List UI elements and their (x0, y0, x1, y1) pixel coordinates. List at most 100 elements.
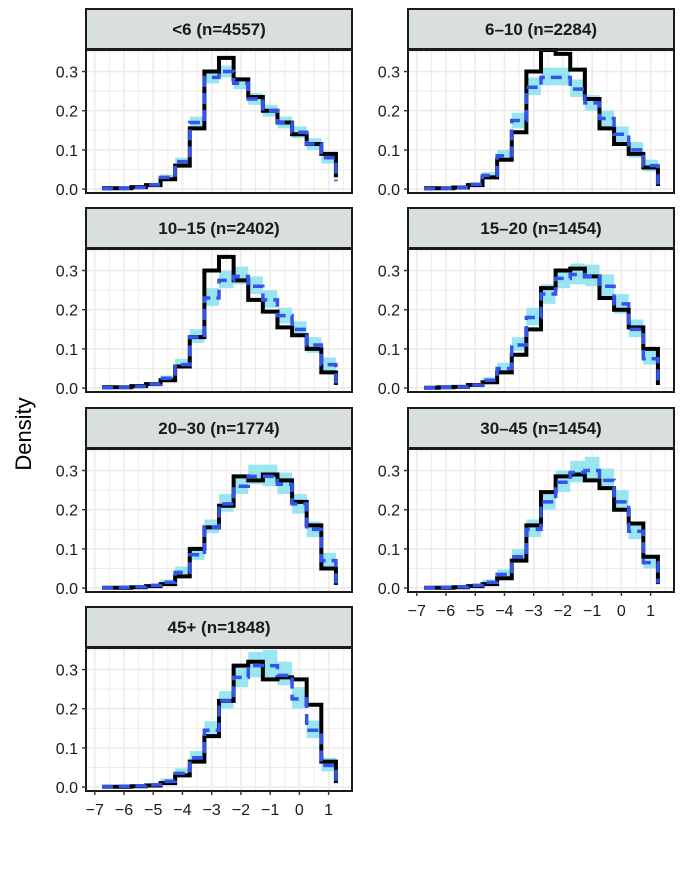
facet-panel-2: 10–15 (n=2402) 0.0 0.1 0.2 0.3 (56, 207, 353, 398)
panel-border (407, 248, 675, 393)
x-tick-label: 1 (324, 802, 333, 819)
y-tick-label: 0.0 (378, 581, 400, 598)
y-tick-label: 0.1 (378, 542, 400, 559)
panel-border (85, 248, 353, 393)
y-tick-label: 0.1 (56, 342, 78, 359)
x-tick-label: −2 (554, 603, 572, 620)
facet-strip (85, 207, 353, 249)
observed-step-line (102, 254, 338, 390)
band-bin (262, 649, 278, 678)
y-tick-label: 0.3 (56, 663, 78, 680)
x-tick-label: −5 (144, 802, 162, 819)
band-bin (570, 460, 585, 483)
y-tick-label: 0.2 (56, 702, 78, 719)
y-tick-label: 0.3 (56, 65, 78, 82)
predicted-step-line (424, 75, 660, 191)
band-bin (497, 149, 512, 161)
y-tick-label: 0.0 (378, 381, 400, 398)
x-tick-label: −3 (203, 802, 221, 819)
facet-panel-6: 45+ (n=1848) 0.0 0.1 0.2 0.3 −7 −6 −5 −4 −3 −2 −1 0 1 (56, 606, 353, 819)
band-bin (555, 67, 571, 86)
panel-border (85, 49, 353, 194)
panel-border (85, 647, 353, 792)
x-tick-label: −7 (86, 802, 104, 819)
x-tick-label: −5 (466, 603, 484, 620)
facet-panel-0: <6 (n=4557) 0.0 0.1 0.2 0.3 (56, 8, 353, 199)
y-tick-label: 0.0 (378, 182, 400, 199)
panel-border (85, 448, 353, 593)
y-tick-label: 0.1 (378, 342, 400, 359)
facet-strip-label: 15–20 (n=1454) (480, 219, 601, 238)
band-bin (321, 552, 336, 567)
facet-panel-1: 6–10 (n=2284) 0.0 0.1 0.2 0.3 (378, 8, 675, 199)
band-bin (497, 362, 512, 373)
predicted-step-line (424, 272, 660, 390)
band-bin (584, 456, 600, 481)
x-tick-label: 0 (617, 603, 626, 620)
facet-strip-label: <6 (n=4557) (172, 20, 266, 39)
y-tick-label: 0.0 (56, 182, 78, 199)
facet-strip (407, 8, 675, 50)
facet-strip (85, 606, 353, 648)
observed-step-line (424, 472, 660, 590)
y-tick-label: 0.3 (378, 464, 400, 481)
predicted-step-line (102, 663, 338, 789)
x-tick-label: −6 (437, 603, 455, 620)
x-tick-label: −1 (583, 603, 601, 620)
x-tick-label: −1 (261, 802, 279, 819)
y-tick-label: 0.3 (56, 464, 78, 481)
panel-border (407, 448, 675, 593)
x-tick-label: −7 (408, 603, 426, 620)
facet-strip (407, 207, 675, 249)
x-tick-label: 0 (295, 802, 304, 819)
x-tick-label: 1 (646, 603, 655, 620)
x-tick-label: −6 (115, 802, 133, 819)
y-tick-label: 0.2 (378, 104, 400, 121)
y-tick-label: 0.3 (56, 264, 78, 281)
band-bin (277, 661, 293, 686)
band-bin (204, 71, 219, 84)
y-tick-label: 0.0 (56, 581, 78, 598)
facet-strip (85, 8, 353, 50)
x-tick-label: −3 (525, 603, 543, 620)
y-tick-label: 0.2 (56, 104, 78, 121)
facet-panel-4: 20–30 (n=1774) 0.0 0.1 0.2 0.3 (56, 407, 353, 598)
band-bin (643, 350, 658, 365)
band-bin (292, 687, 307, 709)
y-tick-label: 0.0 (56, 780, 78, 797)
y-tick-label: 0.3 (378, 264, 400, 281)
facet-strip-label: 45+ (n=1848) (167, 618, 270, 637)
x-tick-label: −2 (232, 802, 250, 819)
y-tick-label: 0.2 (378, 503, 400, 520)
band-bin (233, 77, 249, 90)
facet-panel-5: 30–45 (n=1454) 0.0 0.1 0.2 0.3 −7 −6 −5 −4 −3 −2 −1… (378, 407, 675, 620)
band-bin (204, 721, 219, 739)
y-tick-label: 0.1 (378, 143, 400, 160)
y-tick-label: 0.1 (56, 143, 78, 160)
y-tick-label: 0.0 (56, 381, 78, 398)
observed-step-line (102, 472, 338, 590)
band-bin (262, 290, 278, 308)
observed-step-line (102, 55, 338, 191)
predicted-step-line (102, 69, 338, 191)
y-tick-label: 0.2 (56, 303, 78, 320)
y-tick-label: 0.3 (378, 65, 400, 82)
band-bin (628, 521, 644, 540)
facet-strip-label: 20–30 (n=1774) (158, 419, 279, 438)
y-tick-label: 0.1 (56, 542, 78, 559)
panel-border (407, 49, 675, 194)
band-bin (204, 288, 219, 306)
predicted-step-line (424, 468, 660, 590)
predicted-step-line (102, 474, 338, 590)
band-bin (599, 110, 615, 127)
y-axis-label: Density (11, 397, 36, 470)
facet-panel-3: 15–20 (n=1454) 0.0 0.1 0.2 0.3 (378, 207, 675, 398)
x-tick-label: −4 (173, 802, 191, 819)
band-bin (541, 67, 556, 86)
band-bin (277, 472, 293, 495)
predicted-step-line (102, 274, 338, 390)
facet-strip (85, 407, 353, 449)
facet-strip-label: 30–45 (n=1454) (480, 419, 601, 438)
y-tick-label: 0.1 (56, 741, 78, 758)
